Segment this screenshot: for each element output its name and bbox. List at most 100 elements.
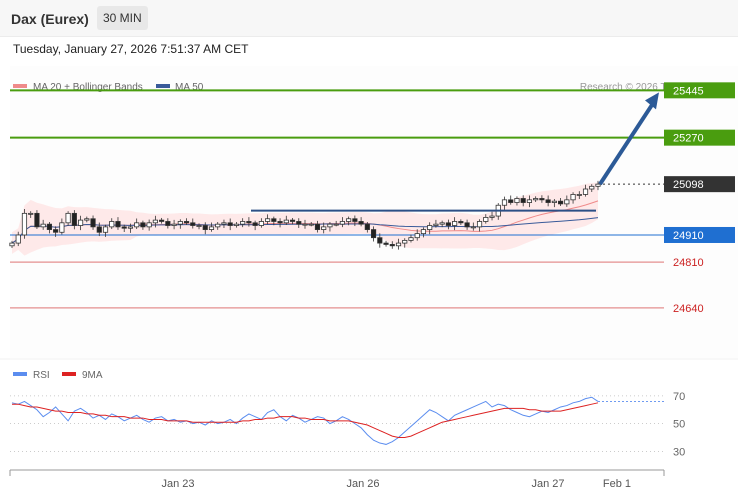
projection-arrow [598, 92, 659, 186]
candle-body [333, 223, 339, 226]
ma50-legend-swatch [156, 84, 170, 88]
candle-body [439, 222, 445, 225]
ma9-legend-swatch [62, 372, 76, 376]
x-tick-label: Jan 27 [531, 478, 564, 490]
candle-body [53, 229, 59, 233]
candle-body [215, 223, 221, 228]
candle-body [427, 225, 433, 230]
ma9-legend-label: 9MA [82, 370, 103, 381]
level-label-24810: 24810 [673, 257, 704, 269]
candle-body [77, 219, 84, 226]
candle-body [177, 221, 183, 225]
candle-body [458, 221, 464, 224]
level-box-24910 [664, 226, 735, 243]
candle-body [346, 218, 352, 222]
candle-body [221, 222, 227, 225]
candle-body [96, 226, 102, 233]
bollinger-band [12, 182, 598, 256]
candle-body [258, 221, 264, 226]
rsi-tick-label-70: 70 [673, 391, 685, 403]
level-label-24640: 24640 [673, 303, 704, 315]
candle-body [271, 218, 277, 222]
candle-body [352, 218, 358, 222]
candle-body [445, 222, 451, 226]
candle-body [171, 223, 177, 226]
candle-body [208, 226, 215, 230]
candle-body [127, 226, 134, 229]
candle-body [202, 225, 208, 230]
candle-body [159, 219, 165, 222]
candle-body [520, 198, 526, 203]
level-box-25098 [664, 176, 735, 193]
candle-body [121, 226, 127, 229]
candle-body [28, 212, 34, 215]
candle-body [40, 223, 46, 228]
candle-body [402, 239, 408, 244]
ma50-legend-label: MA 50 [175, 82, 204, 93]
candle-body [134, 222, 140, 228]
candle-body [433, 223, 439, 226]
candle-body [65, 212, 71, 224]
candle-body [183, 221, 190, 224]
candle-body [551, 200, 557, 203]
candle-body [289, 219, 296, 222]
candle-body [252, 222, 258, 226]
candle-body [71, 212, 77, 226]
candle-body [277, 221, 283, 224]
candle-body [327, 223, 333, 228]
candle-body [196, 225, 202, 227]
candle-body [364, 223, 370, 230]
credit-label: Research © 2026 Trading Central [580, 82, 729, 93]
bollinger-band-area [12, 182, 598, 256]
candle-body [165, 221, 171, 226]
candle-body [533, 198, 539, 201]
candle-body [576, 194, 582, 196]
rsi-legend-label: RSI [33, 370, 50, 381]
candle-body [464, 222, 470, 228]
candle-body [395, 242, 402, 247]
candle-body [452, 221, 458, 226]
candle-body [314, 223, 321, 230]
level-label-25445: 25445 [673, 85, 704, 97]
candle-body [140, 222, 146, 228]
rsi-ma-line [12, 402, 599, 438]
candle-body [377, 237, 383, 244]
rsi-tick-label-50: 50 [673, 419, 685, 431]
candle-body [564, 199, 570, 205]
candle-body [483, 217, 489, 222]
candle-body [21, 212, 28, 236]
candle-body [265, 218, 271, 222]
candle-body [102, 226, 109, 233]
candle-body [501, 199, 508, 206]
rsi-tick-label-30: 30 [673, 446, 685, 458]
candle-body [476, 221, 483, 228]
x-tick-label: Feb 1 [603, 478, 631, 490]
candle-body [240, 221, 246, 225]
candle-body [296, 221, 302, 225]
candle-body [34, 212, 40, 228]
level-label-25098: 25098 [673, 179, 704, 191]
chart-timestamp: Tuesday, January 27, 2026 7:51:37 AM CET [13, 42, 249, 56]
candle-body [358, 221, 364, 225]
candle-body [420, 229, 427, 235]
candle-body [190, 222, 196, 226]
instrument-title: Dax (Eurex) [11, 11, 89, 27]
candle-body [595, 183, 601, 187]
candle-body [308, 223, 314, 226]
timeframe-badge[interactable]: 30 MIN [97, 6, 148, 30]
candle-body [470, 226, 476, 229]
candle-body [90, 218, 96, 228]
level-box-25445 [664, 82, 735, 99]
level-box-25270 [664, 129, 735, 146]
projection-arrow-shaft [598, 99, 657, 186]
x-tick-label: Jan 23 [161, 478, 194, 490]
projection-arrow-head [645, 92, 659, 110]
chart-header: Dax (Eurex) 30 MIN [0, 0, 738, 37]
candle-body [84, 218, 90, 221]
candle-body [109, 221, 115, 228]
candle-body [9, 242, 15, 247]
candle-body [570, 194, 576, 201]
ma20-legend-swatch [13, 84, 27, 88]
candle-body [408, 237, 414, 241]
